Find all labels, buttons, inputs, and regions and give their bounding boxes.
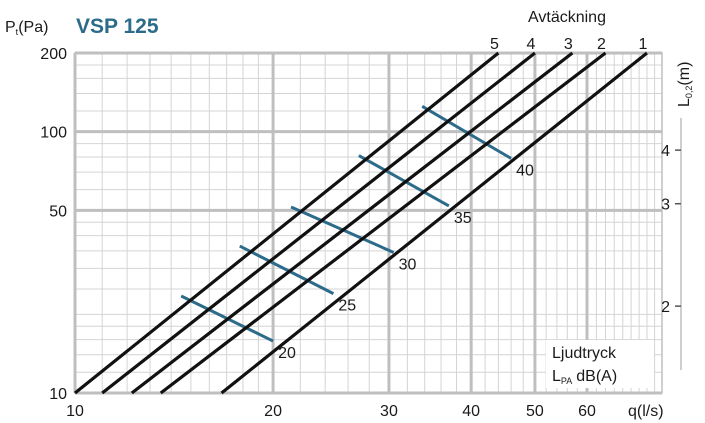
curve-avtackning-3 [130, 51, 574, 395]
curve-label-5: 5 [490, 36, 499, 53]
curve-label-1: 1 [639, 36, 648, 53]
chart-labels: 1 2 3 4 5 20 25 30 35 40 10 20 30 40 50 60 q(l/s) 10 50 100… [5, 9, 694, 420]
curve-avtackning-2 [159, 51, 607, 395]
sound-line-35 [358, 154, 450, 208]
curve-avtackning-4 [101, 51, 536, 395]
secondary-axis-label: L0,2(m) [676, 62, 694, 107]
x-tick-label: 60 [578, 403, 596, 420]
sound-label-20: 20 [278, 345, 296, 362]
curve-label-2: 2 [597, 36, 606, 53]
sound-label-40: 40 [516, 162, 534, 179]
sound-line-40 [421, 105, 512, 160]
y-tick-label: 100 [40, 125, 67, 142]
curve-avtackning-5 [73, 51, 500, 395]
x-axis-label: q(l/s) [628, 403, 664, 420]
top-axis-label: Avtäckning [528, 9, 606, 26]
pressure-curves [73, 51, 648, 395]
sound-line-25 [239, 244, 335, 295]
x-tick-label: 20 [264, 403, 282, 420]
legend-text: Ljudtryck [552, 345, 617, 362]
y-tick-label: 200 [40, 46, 67, 63]
y-tick-label: 50 [49, 203, 67, 220]
curve-label-3: 3 [564, 36, 573, 53]
curve-avtackning-1 [220, 51, 648, 395]
sound-label-30: 30 [399, 256, 417, 273]
plot-frame [74, 52, 663, 394]
legend-lpa: LPA dB(A) [552, 368, 617, 386]
y-tick-label: 10 [49, 386, 67, 403]
x-tick-label: 40 [462, 403, 480, 420]
curve-label-4: 4 [526, 36, 535, 53]
y-axis-label: Pt(Pa) [5, 19, 48, 37]
chart-title: VSP 125 [76, 15, 159, 38]
x-tick-label: 30 [380, 403, 398, 420]
secondary-tick-label: 2 [661, 299, 670, 316]
sound-label-35: 35 [454, 210, 472, 227]
secondary-tick-label: 4 [661, 143, 670, 160]
legend-background [546, 340, 654, 388]
sound-label-25: 25 [338, 298, 356, 315]
x-tick-label: 10 [66, 403, 84, 420]
secondary-tick-label: 3 [661, 197, 670, 214]
x-tick-label: 50 [526, 403, 544, 420]
chart-grid [73, 51, 663, 395]
